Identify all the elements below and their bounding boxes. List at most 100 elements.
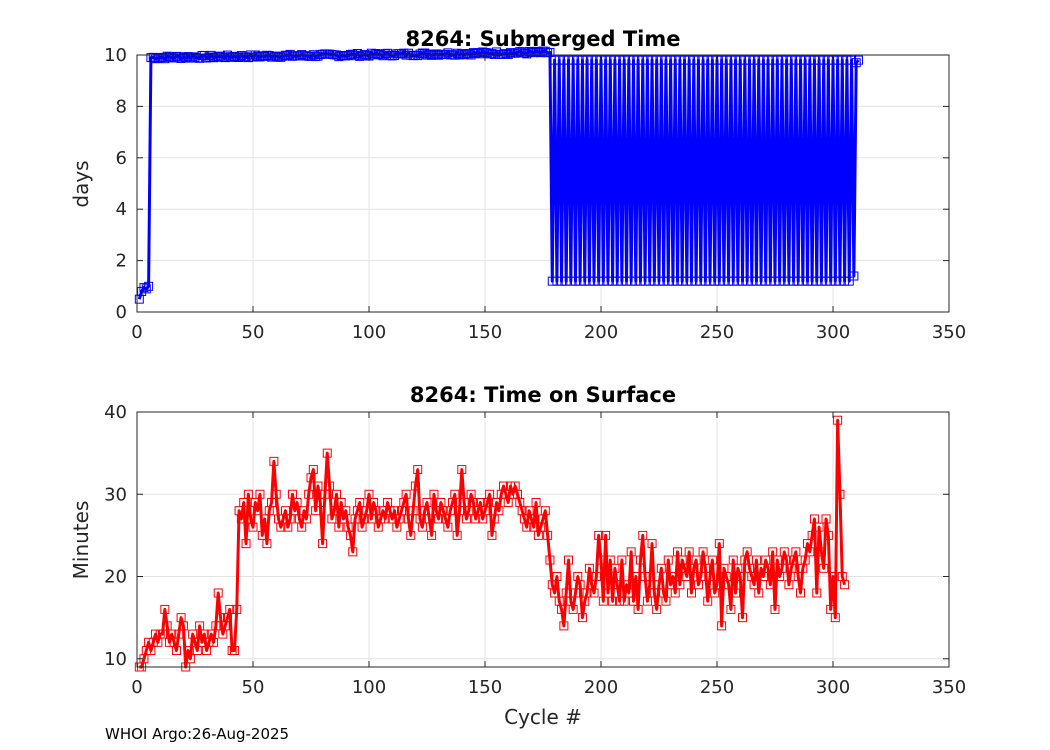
data-point-marker — [434, 514, 444, 524]
surface-series — [134, 415, 850, 672]
data-point-marker — [575, 276, 585, 286]
data-point-marker — [603, 276, 613, 286]
data-point-marker — [640, 572, 650, 582]
surface-axes: 0 50 100 150 200 250 300 350 10 20 30 40 — [104, 402, 966, 698]
data-point-marker — [531, 497, 541, 507]
data-point-marker — [738, 276, 748, 286]
data-point-marker — [199, 629, 209, 639]
data-point-marker — [784, 580, 794, 590]
data-point-marker — [747, 276, 757, 286]
data-point-marker — [659, 276, 669, 286]
data-point-marker — [515, 47, 525, 57]
data-point-marker — [652, 55, 662, 65]
data-point-marker — [589, 588, 599, 598]
data-point-marker — [248, 522, 258, 532]
data-point-marker — [577, 613, 587, 623]
data-point-marker — [489, 49, 499, 59]
data-point-marker — [489, 514, 499, 524]
data-point-marker — [350, 51, 360, 61]
data-point-marker — [204, 52, 214, 62]
data-point-marker — [452, 48, 462, 58]
data-point-marker — [714, 276, 724, 286]
data-point-marker — [313, 481, 323, 491]
data-point-marker — [269, 52, 279, 62]
data-point-marker — [162, 621, 172, 631]
data-point-marker — [617, 276, 627, 286]
data-point-marker — [807, 276, 817, 286]
data-point-marker — [596, 555, 606, 565]
data-point-marker — [264, 51, 274, 61]
data-point-marker — [185, 53, 195, 63]
data-point-marker — [649, 276, 659, 286]
data-point-marker — [835, 276, 845, 286]
data-point-marker — [322, 448, 332, 458]
data-point-marker — [840, 276, 850, 286]
data-point-marker — [584, 563, 594, 573]
data-point-marker — [464, 49, 474, 59]
data-point-marker — [691, 276, 701, 286]
data-point-marker — [570, 276, 580, 286]
data-point-marker — [663, 276, 673, 286]
data-point-marker — [703, 55, 713, 65]
data-point-marker — [784, 276, 794, 286]
data-point-marker — [819, 55, 829, 65]
data-point-marker — [686, 588, 696, 598]
data-point-marker — [577, 55, 587, 65]
data-point-marker — [457, 465, 467, 475]
data-point-marker — [589, 276, 599, 286]
data-point-marker — [740, 55, 750, 65]
data-point-marker — [519, 48, 529, 58]
data-point-marker — [751, 555, 761, 565]
data-point-marker — [700, 276, 710, 286]
data-point-marker — [821, 514, 831, 524]
data-point-marker — [805, 55, 815, 65]
data-point-marker — [160, 604, 170, 614]
data-point-marker — [812, 588, 822, 598]
data-point-marker — [325, 481, 335, 491]
data-point-marker — [271, 489, 281, 499]
data-point-marker — [742, 547, 752, 557]
data-point-marker — [401, 489, 411, 499]
x-tick-label: 100 — [352, 677, 386, 698]
data-point-marker — [624, 588, 634, 598]
data-point-marker — [789, 276, 799, 286]
data-point-marker — [174, 52, 184, 62]
data-point-marker — [622, 276, 632, 286]
x-tick-label: 50 — [242, 677, 265, 698]
data-point-marker — [248, 52, 258, 62]
data-point-marker — [557, 604, 567, 614]
data-point-marker — [378, 51, 388, 61]
data-point-marker — [501, 49, 511, 59]
data-point-marker — [649, 588, 659, 598]
data-point-marker — [612, 580, 622, 590]
data-point-marker — [415, 49, 425, 59]
data-point-marker — [345, 530, 355, 540]
data-point-marker — [550, 55, 560, 65]
data-point-marker — [243, 53, 253, 63]
data-point-marker — [744, 55, 754, 65]
x-tick-label: 250 — [700, 677, 734, 698]
data-point-marker — [673, 276, 683, 286]
data-point-marker — [559, 621, 569, 631]
data-point-marker — [512, 48, 522, 58]
data-point-marker — [594, 530, 604, 540]
data-point-marker — [267, 497, 277, 507]
data-point-marker — [545, 47, 555, 57]
data-point-marker — [717, 55, 727, 65]
data-point-marker — [675, 580, 685, 590]
data-point-marker — [158, 629, 168, 639]
data-point-marker — [770, 604, 780, 614]
data-point-marker — [726, 604, 736, 614]
submerged-ylabel: days — [69, 160, 93, 207]
data-point-marker — [178, 52, 188, 62]
data-point-marker — [459, 497, 469, 507]
data-point-marker — [366, 48, 376, 58]
data-point-marker — [793, 276, 803, 286]
data-point-marker — [742, 276, 752, 286]
data-point-marker — [612, 276, 622, 286]
data-point-marker — [174, 629, 184, 639]
data-point-marker — [656, 563, 666, 573]
data-point-marker — [786, 55, 796, 65]
data-point-marker — [220, 53, 230, 63]
data-point-marker — [573, 55, 583, 65]
